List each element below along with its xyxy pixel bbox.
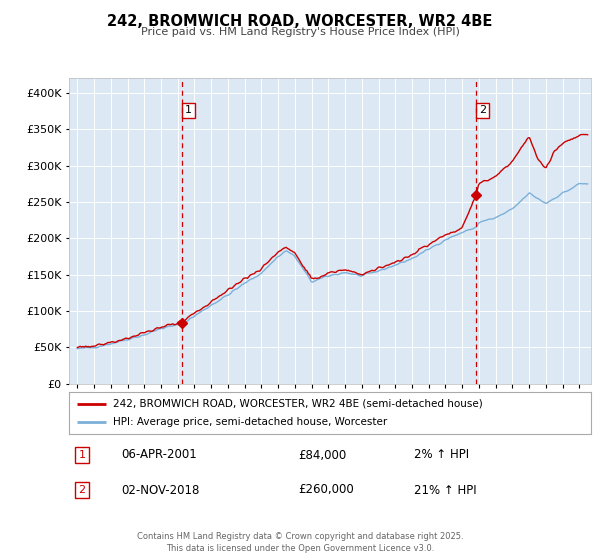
Text: 242, BROMWICH ROAD, WORCESTER, WR2 4BE: 242, BROMWICH ROAD, WORCESTER, WR2 4BE [107, 14, 493, 29]
Text: 2% ↑ HPI: 2% ↑ HPI [413, 449, 469, 461]
Text: Contains HM Land Registry data © Crown copyright and database right 2025.
This d: Contains HM Land Registry data © Crown c… [137, 533, 463, 553]
Text: HPI: Average price, semi-detached house, Worcester: HPI: Average price, semi-detached house,… [113, 417, 388, 427]
Text: 1: 1 [79, 450, 86, 460]
Text: 1: 1 [185, 105, 192, 115]
Text: £260,000: £260,000 [299, 483, 355, 497]
Text: 02-NOV-2018: 02-NOV-2018 [121, 483, 200, 497]
Text: Price paid vs. HM Land Registry's House Price Index (HPI): Price paid vs. HM Land Registry's House … [140, 27, 460, 37]
Text: 2: 2 [479, 105, 486, 115]
Text: 2: 2 [79, 485, 86, 495]
Text: 06-APR-2001: 06-APR-2001 [121, 449, 197, 461]
Text: £84,000: £84,000 [299, 449, 347, 461]
Text: 242, BROMWICH ROAD, WORCESTER, WR2 4BE (semi-detached house): 242, BROMWICH ROAD, WORCESTER, WR2 4BE (… [113, 399, 483, 409]
Text: 21% ↑ HPI: 21% ↑ HPI [413, 483, 476, 497]
